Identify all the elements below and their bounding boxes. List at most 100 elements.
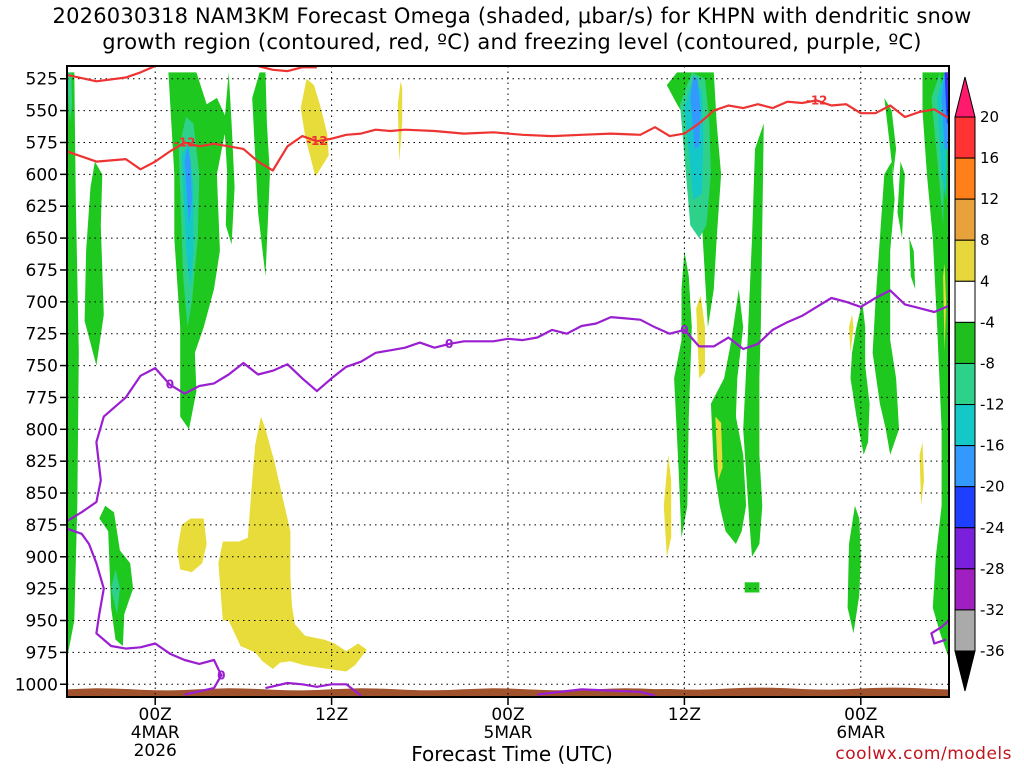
y-tick-label-650: 650 bbox=[26, 229, 58, 249]
x-tick-label-h30: 00Z bbox=[491, 705, 524, 725]
colorbar-label-4: 4 bbox=[980, 272, 990, 290]
y-tick-label-975: 975 bbox=[26, 643, 58, 663]
terrain-band bbox=[67, 687, 949, 697]
contour-label-4: 0 bbox=[445, 337, 453, 351]
colorbar-label-7: -12 bbox=[980, 396, 1005, 414]
omega-region-minus4-1 bbox=[84, 161, 104, 366]
contour-line-5 bbox=[265, 681, 362, 697]
colorbar-label-5: -4 bbox=[980, 313, 995, 331]
omega-region-minus16-27 bbox=[690, 76, 701, 149]
x-tick-label-h42: 12Z bbox=[668, 705, 701, 725]
contour-labels: -12 -12 -12 0 0 0 0 bbox=[166, 93, 828, 682]
omega-region-minus16-26 bbox=[184, 146, 192, 226]
colorbar-label-6: -8 bbox=[980, 354, 995, 372]
omega-region-minus4-16 bbox=[909, 238, 916, 290]
y-tick-label-900: 900 bbox=[26, 548, 58, 568]
colorbar-label-9: -20 bbox=[980, 478, 1005, 496]
colorbar-label-2: 12 bbox=[980, 190, 999, 208]
contour-label-1: -12 bbox=[306, 134, 328, 148]
omega-region-minus4-5 bbox=[252, 72, 270, 277]
colorbar-label-0: 20 bbox=[980, 108, 999, 126]
x-tick-date-h30: 5MAR bbox=[484, 723, 533, 743]
omega-region-minus8-20 bbox=[111, 569, 120, 615]
omega-region-minus4-4 bbox=[224, 72, 235, 245]
y-tick-label-850: 850 bbox=[26, 484, 58, 504]
omega-region-minus4-9 bbox=[743, 123, 764, 557]
y-tick-label-550: 550 bbox=[26, 102, 58, 122]
colorbar-label-13: -36 bbox=[980, 642, 1005, 660]
omega-region-4-33 bbox=[397, 81, 403, 162]
colorbar-label-10: -24 bbox=[980, 519, 1005, 537]
y-tick-label-600: 600 bbox=[26, 165, 58, 185]
omega-region-4-40 bbox=[919, 442, 924, 506]
colorbar-bin-0 bbox=[954, 116, 976, 159]
omega-region-minus4-13 bbox=[872, 161, 899, 455]
x-tick-label-h6: 00Z bbox=[139, 705, 172, 725]
y-tick-label-725: 725 bbox=[26, 325, 58, 345]
contour-line-2 bbox=[257, 66, 317, 73]
contour-line-6 bbox=[537, 688, 656, 697]
colorbar-label-11: -28 bbox=[980, 560, 1005, 578]
omega-region-4-37 bbox=[696, 295, 705, 379]
omega-region-minus4-17 bbox=[922, 72, 949, 659]
y-tick-label-525: 525 bbox=[26, 70, 58, 90]
omega-region-4-38 bbox=[715, 416, 723, 481]
y-tick-label-750: 750 bbox=[26, 357, 58, 377]
colorbar-label-3: 8 bbox=[980, 231, 990, 249]
colorbar-label-12: -32 bbox=[980, 601, 1005, 619]
chart-title-line-1: 2026030318 NAM3KM Forecast Omega (shaded… bbox=[52, 4, 972, 28]
grid-lines bbox=[67, 66, 949, 697]
omega-region-4-32 bbox=[300, 78, 329, 177]
omega-shading bbox=[67, 72, 949, 672]
pressure-axis: 525 550 575 600 625 650 675 700 725 750 775 800 825 8… bbox=[15, 70, 67, 695]
omega-region-4-35 bbox=[218, 416, 367, 672]
y-tick-label-800: 800 bbox=[26, 420, 58, 440]
contour-label-0: -12 bbox=[174, 135, 196, 149]
x-tick-date-h54: 6MAR bbox=[836, 723, 885, 743]
omega-region-minus4-7 bbox=[674, 250, 692, 538]
omega-region-minus4-3 bbox=[168, 72, 229, 430]
omega-region-minus4-12 bbox=[850, 301, 870, 455]
colorbar-bin-8 bbox=[954, 445, 976, 488]
contour-label-3: 0 bbox=[166, 378, 174, 392]
contour-line-7 bbox=[930, 619, 949, 645]
contour-line-4 bbox=[67, 527, 223, 696]
y-tick-label-950: 950 bbox=[26, 612, 58, 632]
omega-region-minus4-8 bbox=[710, 289, 747, 544]
omega-region-minus8-18 bbox=[67, 72, 73, 124]
colorbar-label-1: 16 bbox=[980, 149, 999, 167]
omega-region-4-39 bbox=[849, 314, 854, 353]
colorbar-bin-9 bbox=[954, 486, 976, 529]
colorbar-bin-3 bbox=[954, 239, 976, 282]
colorbar-label-8: -16 bbox=[980, 437, 1005, 455]
y-tick-label-700: 700 bbox=[26, 293, 58, 313]
omega-region-minus4-15 bbox=[897, 161, 905, 239]
colorbar-max-triangle bbox=[954, 76, 976, 118]
omega-region-4-34 bbox=[177, 518, 207, 573]
contour-line-0 bbox=[67, 99, 949, 172]
terrain-surface bbox=[67, 687, 949, 697]
y-tick-label-875: 875 bbox=[26, 516, 58, 536]
colorbar-bin-12 bbox=[954, 609, 976, 652]
y-tick-label-775: 775 bbox=[26, 388, 58, 408]
y-tick-label-675: 675 bbox=[26, 261, 58, 281]
x-tick-label-h18: 12Z bbox=[315, 705, 348, 725]
x-axis-label: Forecast Time (UTC) bbox=[411, 742, 613, 766]
colorbar-bin-11 bbox=[954, 568, 976, 611]
contour-label-6: 0 bbox=[217, 668, 225, 682]
contour-label-2: -12 bbox=[806, 93, 828, 107]
x-tick-year-h6: 2026 bbox=[134, 741, 177, 761]
colorbar-bin-10 bbox=[954, 527, 976, 570]
colorbar-bin-4 bbox=[954, 280, 976, 323]
colorbar-bin-7 bbox=[954, 404, 976, 447]
colorbar-bin-1 bbox=[954, 157, 976, 200]
contour-line-1 bbox=[67, 66, 156, 83]
colorbar-min-triangle bbox=[954, 650, 976, 692]
omega-region-4-36 bbox=[663, 454, 672, 557]
temperature-contours bbox=[67, 66, 949, 697]
omega-region-minus4-10 bbox=[744, 582, 760, 593]
x-tick-label-h54: 00Z bbox=[844, 705, 877, 725]
chart-title-line-2: growth region (contoured, red, ºC) and f… bbox=[102, 30, 922, 54]
